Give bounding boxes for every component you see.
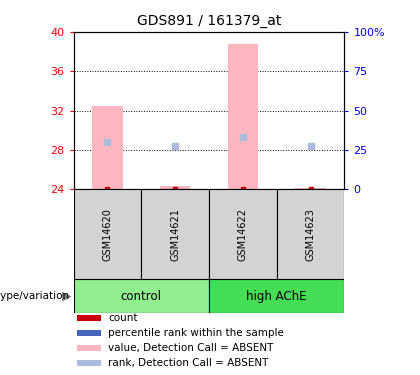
Text: ▶: ▶ [62, 290, 71, 303]
Text: GSM14622: GSM14622 [238, 208, 248, 261]
Bar [209, 189, 277, 279]
Bar [295, 188, 326, 189]
Text: GSM14623: GSM14623 [305, 208, 315, 261]
Bar [77, 360, 101, 366]
Title: GDS891 / 161379_at: GDS891 / 161379_at [137, 14, 281, 28]
Text: control: control [121, 290, 162, 303]
Bar [160, 186, 190, 189]
Text: high AChE: high AChE [247, 290, 307, 303]
Text: GSM14621: GSM14621 [170, 208, 180, 261]
Bar [92, 106, 123, 189]
Text: count: count [108, 313, 138, 323]
Bar [209, 279, 344, 313]
Text: genotype/variation: genotype/variation [0, 291, 69, 301]
Bar [77, 315, 101, 321]
Bar [77, 330, 101, 336]
Bar [77, 345, 101, 351]
Text: value, Detection Call = ABSENT: value, Detection Call = ABSENT [108, 343, 273, 353]
Text: rank, Detection Call = ABSENT: rank, Detection Call = ABSENT [108, 358, 268, 368]
Bar [228, 44, 258, 189]
Text: GSM14620: GSM14620 [102, 208, 113, 261]
Bar [74, 189, 141, 279]
Bar [277, 189, 344, 279]
Bar [74, 279, 209, 313]
Bar [141, 189, 209, 279]
Text: percentile rank within the sample: percentile rank within the sample [108, 328, 284, 338]
